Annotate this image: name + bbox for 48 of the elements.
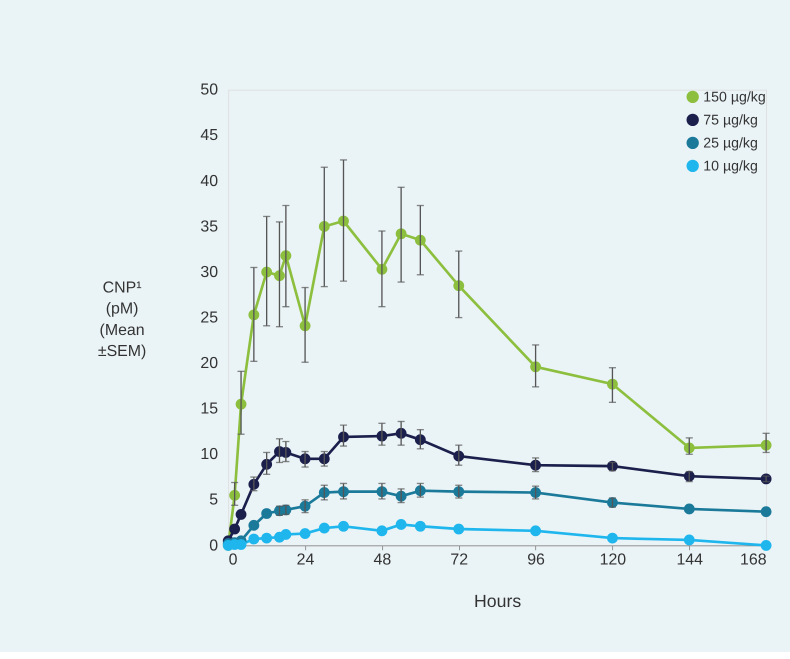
point	[396, 519, 407, 530]
x-tick-label: 24	[296, 551, 315, 568]
y-tick-label: 40	[200, 172, 218, 190]
y-tick-label: 25	[200, 309, 218, 326]
text: CNP¹	[102, 279, 142, 296]
point	[338, 520, 349, 532]
y-tick-label: 50	[200, 82, 218, 99]
point	[261, 532, 272, 544]
x-tick-label: 0	[228, 551, 238, 568]
point	[684, 534, 695, 546]
point	[261, 508, 272, 519]
y-tick-label: 10	[200, 446, 218, 464]
point	[760, 506, 772, 518]
legend-label: 75 µg/kg	[703, 111, 758, 128]
point	[318, 522, 330, 534]
y-tick-label: 15	[200, 400, 218, 418]
point	[530, 525, 542, 536]
point	[414, 520, 426, 532]
x-tick-label: 96	[527, 551, 546, 568]
text: (pM)	[106, 300, 138, 318]
y-tick-label: 0	[209, 537, 218, 554]
x-axis-title: Hours	[474, 590, 522, 611]
y-tick-label: 35	[200, 218, 218, 236]
point	[300, 528, 310, 539]
text: ±SEM)	[98, 343, 146, 360]
text: (Mean	[100, 322, 145, 339]
y-tick-label: 5	[209, 492, 218, 509]
point	[453, 524, 464, 534]
point	[248, 520, 260, 531]
point	[760, 540, 772, 551]
point	[236, 509, 246, 520]
point	[229, 524, 240, 534]
legend-label: 150 µg/kg	[703, 88, 766, 104]
y-tick-label: 45	[200, 127, 218, 144]
point	[376, 525, 388, 536]
x-tick-label: 168	[740, 551, 767, 568]
x-tick-label: 72	[450, 551, 468, 568]
legend-label: 25 µg/kg	[703, 134, 758, 150]
y-tick-label: 20	[200, 355, 218, 372]
point	[684, 504, 695, 514]
x-tick-label: 48	[374, 551, 392, 568]
y-tick-label: 30	[200, 264, 218, 281]
point	[280, 529, 292, 540]
x-tick-label: 144	[676, 551, 704, 568]
point	[607, 532, 618, 544]
x-tick-label: 120	[600, 551, 626, 568]
point	[248, 534, 260, 544]
legend-label: 10 µg/kg	[703, 157, 758, 174]
